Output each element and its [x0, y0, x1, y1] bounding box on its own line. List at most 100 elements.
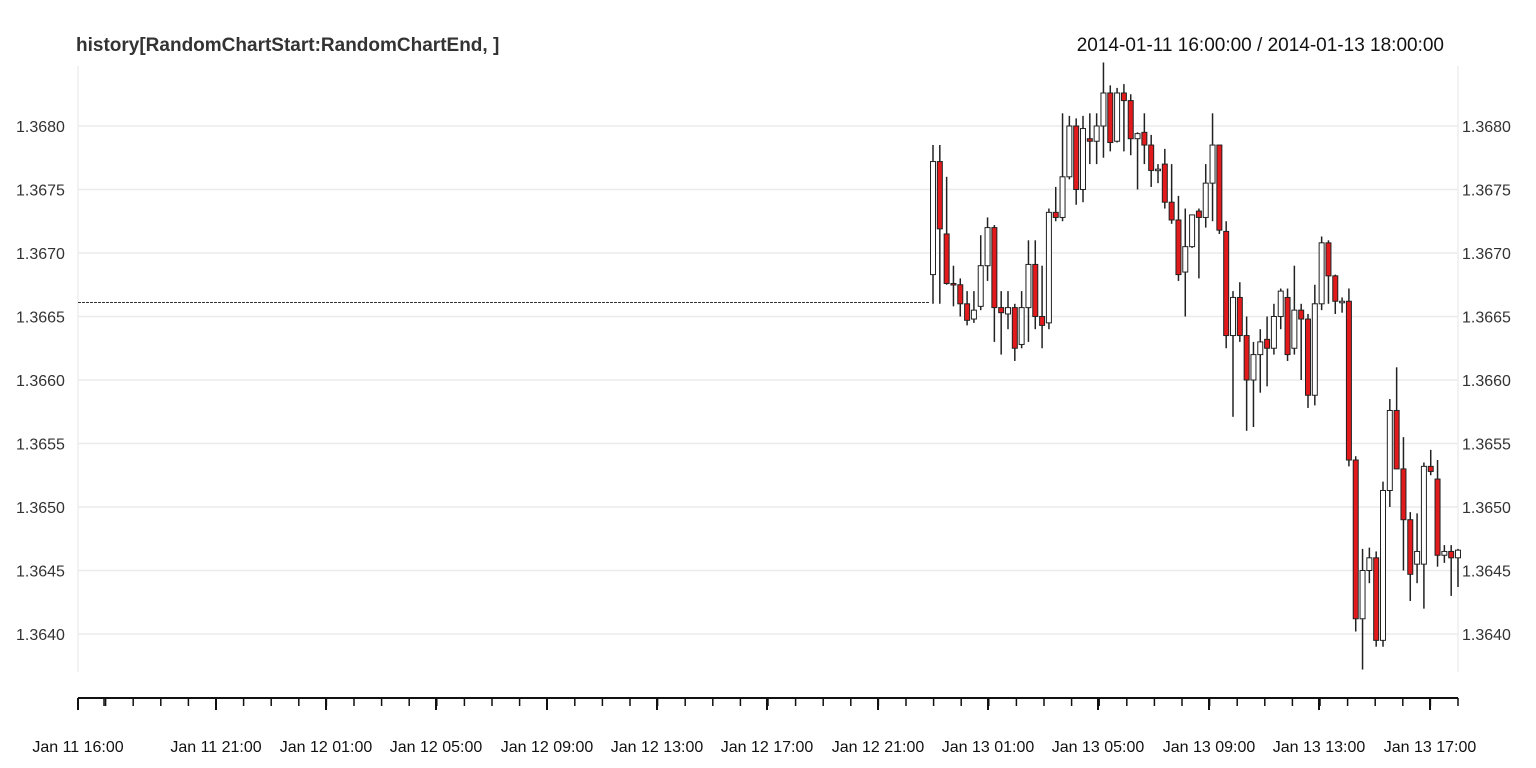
- candle-body: [1339, 300, 1346, 304]
- candles: [930, 62, 1461, 670]
- candle-body: [1264, 338, 1271, 349]
- candle: [1305, 313, 1311, 408]
- candle-body: [1018, 307, 1025, 345]
- candle: [1005, 291, 1011, 330]
- candle: [991, 225, 998, 342]
- candle: [957, 278, 964, 317]
- y-tick-label-left: 1.3670: [16, 246, 65, 263]
- candle: [1284, 288, 1291, 361]
- y-tick-label-left: 1.3675: [16, 183, 65, 200]
- candle-body: [1134, 133, 1141, 140]
- candle: [1386, 399, 1393, 507]
- chart-subtitle: 2014-01-11 16:00:00 / 2014-01-13 18:00:0…: [1076, 35, 1444, 56]
- candle-body: [1407, 519, 1414, 575]
- candle: [950, 265, 957, 307]
- candle: [1291, 265, 1298, 355]
- candle-body: [1284, 296, 1291, 356]
- candle-body: [1257, 341, 1264, 356]
- candle: [1434, 460, 1441, 567]
- candle-body: [1325, 242, 1332, 277]
- y-tick-label-left: 1.3640: [16, 627, 65, 644]
- candle: [1073, 118, 1080, 205]
- candle: [1352, 456, 1359, 632]
- candle-body: [943, 233, 950, 284]
- y-tick-label-left: 1.3645: [16, 564, 65, 581]
- y-tick-label-left: 1.3650: [16, 500, 65, 517]
- candle: [1250, 341, 1257, 427]
- candle: [1270, 303, 1277, 355]
- candle: [1039, 265, 1046, 349]
- y-tick-label-left: 1.3655: [16, 437, 65, 454]
- candle-body: [1223, 230, 1230, 337]
- x-tick-label: Jan 12 01:00: [280, 739, 373, 756]
- candle-body: [1202, 182, 1209, 218]
- candle: [1448, 545, 1455, 596]
- candle-body: [1141, 131, 1148, 146]
- candle-body: [1052, 211, 1059, 218]
- y-tick-label-left: 1.3660: [16, 373, 65, 390]
- candle: [930, 145, 936, 304]
- candle-body: [984, 227, 991, 267]
- candle: [1400, 437, 1407, 571]
- y-tick-label-right: 1.3650: [1462, 500, 1511, 517]
- candle: [1032, 240, 1039, 330]
- candle-body: [1005, 307, 1011, 315]
- candle: [1100, 62, 1107, 158]
- candle: [1366, 547, 1373, 584]
- candle-body: [1420, 465, 1427, 565]
- candle-body: [1427, 465, 1434, 472]
- candle: [984, 217, 991, 281]
- candle: [1045, 208, 1052, 330]
- candle: [1202, 164, 1209, 228]
- candle-body: [1277, 290, 1284, 318]
- candle-body: [1400, 468, 1407, 521]
- candle: [1114, 87, 1121, 143]
- candle-body: [1455, 549, 1461, 559]
- candle: [1325, 240, 1332, 304]
- candle-body: [1332, 275, 1339, 302]
- candle-body: [1291, 309, 1298, 349]
- candle: [1345, 288, 1352, 467]
- x-tick-label: Jan 12 05:00: [390, 739, 483, 756]
- candle: [970, 291, 977, 323]
- candle: [1052, 186, 1059, 222]
- candle-body: [1073, 125, 1080, 190]
- candle-body: [1230, 296, 1236, 337]
- candle-body: [1359, 570, 1366, 620]
- x-tick-label: Jan 13 09:00: [1163, 739, 1256, 756]
- x-tick-label: Jan 12 21:00: [832, 739, 925, 756]
- candle: [1011, 303, 1018, 361]
- candle: [1359, 548, 1366, 670]
- candle-body: [1100, 92, 1107, 127]
- candle-body: [1414, 550, 1421, 565]
- candle: [1161, 148, 1168, 209]
- candle: [1455, 548, 1461, 588]
- candle: [1155, 164, 1161, 184]
- y-tick-label-right: 1.3670: [1462, 246, 1511, 263]
- candle-body: [1114, 92, 1121, 142]
- y-tick-label-right: 1.3645: [1462, 564, 1511, 581]
- candle: [998, 291, 1005, 355]
- y-tick-label-right: 1.3680: [1462, 119, 1511, 136]
- candle: [1148, 134, 1155, 187]
- candle: [1264, 316, 1271, 387]
- candle-body: [1161, 163, 1168, 203]
- y-axis-right: 1.3640 1.3645 1.3650 1.3655 1.3660 1.3665 1.36…: [1462, 119, 1511, 644]
- candle: [1277, 288, 1284, 330]
- candle: [1373, 551, 1380, 647]
- candle-body: [1270, 316, 1277, 349]
- candle-body: [1182, 246, 1189, 273]
- x-tick-label: Jan 12 09:00: [501, 739, 594, 756]
- candle: [1182, 208, 1189, 317]
- candle: [1339, 297, 1346, 313]
- candle-body: [1250, 354, 1257, 381]
- candle: [1298, 303, 1305, 380]
- candle: [1380, 481, 1386, 647]
- candle: [1195, 208, 1202, 279]
- candle-body: [1032, 263, 1039, 317]
- candle-body: [1298, 309, 1305, 320]
- candle: [1189, 214, 1196, 248]
- candle: [1318, 236, 1325, 311]
- candle-body: [1155, 168, 1161, 172]
